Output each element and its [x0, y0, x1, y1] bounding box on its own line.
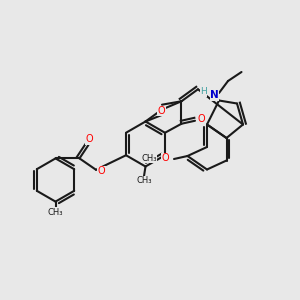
Text: O: O — [98, 166, 105, 176]
Text: O: O — [198, 114, 206, 124]
Text: CH₃: CH₃ — [141, 154, 157, 163]
Text: O: O — [85, 134, 93, 145]
Text: O: O — [162, 153, 170, 164]
Text: CH₃: CH₃ — [48, 208, 63, 217]
Text: CH₃: CH₃ — [136, 176, 152, 185]
Text: N: N — [210, 90, 219, 100]
Text: H: H — [200, 87, 207, 96]
Text: O: O — [158, 106, 165, 116]
